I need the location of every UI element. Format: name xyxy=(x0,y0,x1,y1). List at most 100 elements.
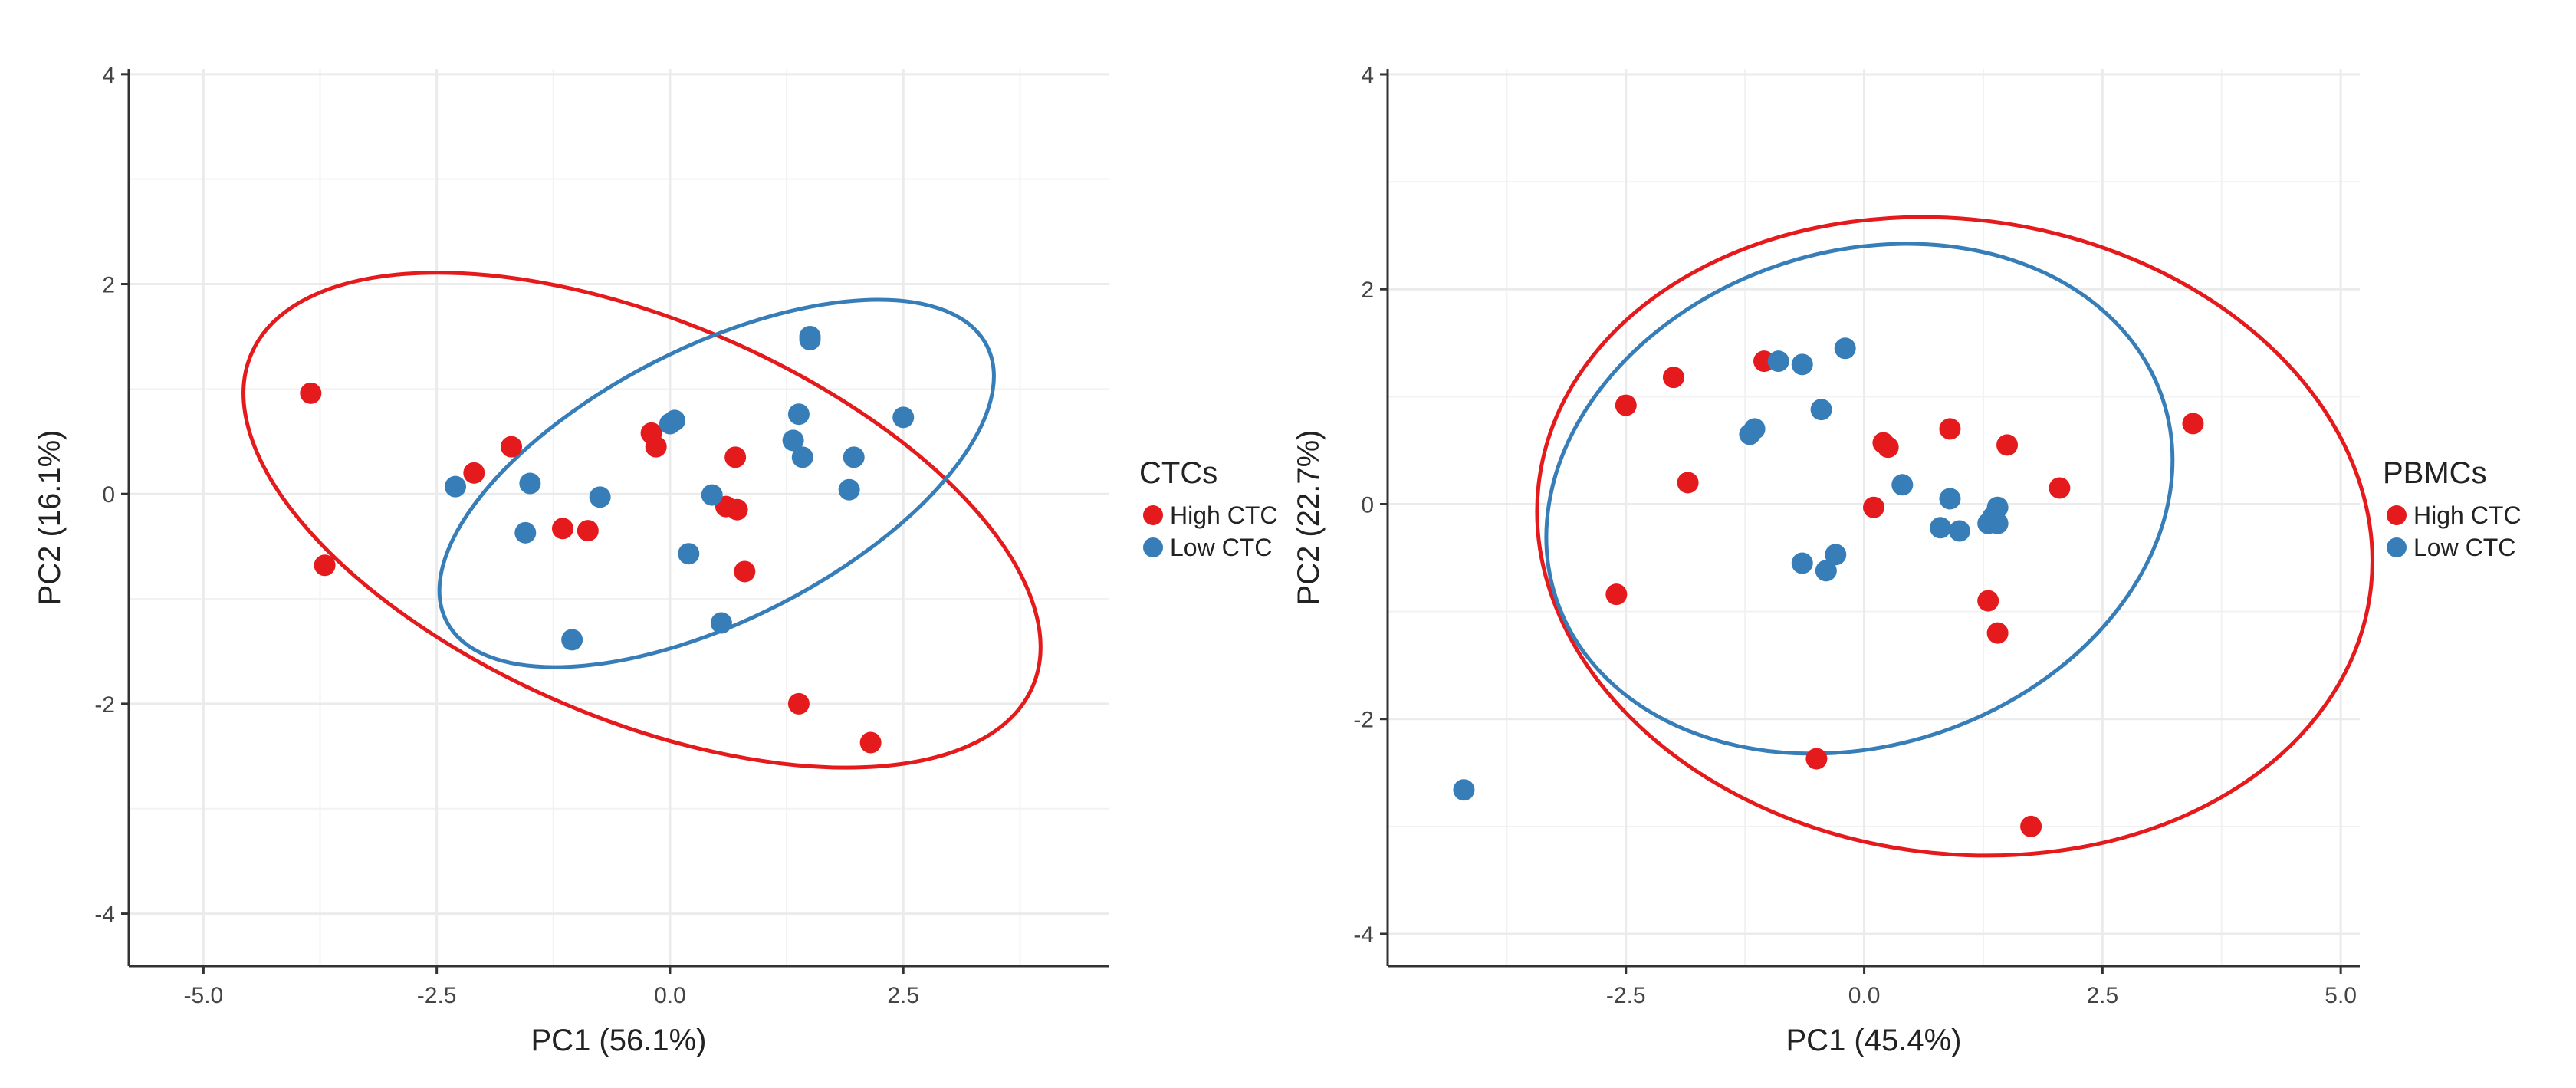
ctcs-y-tick-label: 4 xyxy=(102,63,115,88)
ctcs-panel: -5.0 -2.5 0.0 2.5 -4 -2 0 2 4 PC1 (56.1%) PC2 (1… xyxy=(33,63,1277,1057)
ctcs-point-high xyxy=(501,436,523,458)
pbmcs-point-high xyxy=(1806,748,1828,770)
pbmcs-point-high xyxy=(2182,413,2204,435)
pbmcs-y-tick-label: 2 xyxy=(1361,278,1374,303)
pbmcs-point-low xyxy=(1986,496,2009,518)
ctcs-x-tick-label: -5.0 xyxy=(184,983,224,1008)
ctcs-point-high xyxy=(551,518,573,540)
pbmcs-point-high xyxy=(2049,477,2071,499)
ctcs-legend-title: CTCs xyxy=(1139,456,1217,490)
pbmcs-point-low xyxy=(1815,560,1837,582)
ctcs-y-tick-label: 2 xyxy=(102,273,115,298)
ctcs-point-high xyxy=(724,446,747,468)
pbmcs-point-low xyxy=(1810,399,1832,421)
ctcs-x-tick-label: 0.0 xyxy=(654,983,686,1008)
pbmcs-point-high xyxy=(1939,418,1961,440)
pbmcs-x-axis-title: PC1 (45.4%) xyxy=(1786,1024,1962,1057)
pbmcs-x-tick-label: 0.0 xyxy=(1848,983,1881,1008)
pbmcs-x-tick-label: -2.5 xyxy=(1606,983,1646,1008)
ctcs-y-axis-title: PC2 (16.1%) xyxy=(33,430,67,606)
ctcs-x-axis-title: PC1 (56.1%) xyxy=(531,1024,707,1057)
pbmcs-point-high xyxy=(1996,434,2019,456)
ctcs-plot-area xyxy=(129,69,1109,966)
pbmcs-points xyxy=(1453,337,2204,837)
ctcs-gridlines xyxy=(129,69,1109,966)
pbmcs-point-high xyxy=(1877,436,1899,459)
ctcs-point-high xyxy=(577,520,599,542)
ctcs-point-high xyxy=(787,692,810,715)
pbmcs-point-low xyxy=(1825,544,1847,566)
ctcs-point-high xyxy=(734,560,756,583)
ctcs-point-low xyxy=(589,486,611,508)
pbmcs-x-tick-label: 2.5 xyxy=(2086,983,2118,1008)
pbmcs-ellipse-low xyxy=(1544,242,2175,756)
ctcs-axes xyxy=(121,69,1109,974)
ctcs-ellipse-low xyxy=(437,297,996,669)
ctcs-point-low xyxy=(519,472,541,495)
pbmcs-point-low xyxy=(1891,474,1914,496)
ctcs-point-low xyxy=(843,446,865,468)
pbmcs-point-low xyxy=(1791,353,1813,376)
pbmcs-legend-label-low: Low CTC xyxy=(2413,534,2515,561)
ctcs-x-tick-label: -2.5 xyxy=(417,983,457,1008)
pbmcs-y-axis-title: PC2 (22.7%) xyxy=(1292,430,1326,606)
pbmcs-point-high xyxy=(1605,583,1628,606)
ctcs-point-low xyxy=(710,612,732,634)
pbmcs-point-high xyxy=(1986,622,2009,644)
pbmcs-point-low xyxy=(1453,779,1475,801)
ctcs-point-low xyxy=(787,403,810,426)
pbmcs-point-low xyxy=(1743,418,1766,440)
ctcs-legend-marker-high xyxy=(1143,505,1163,525)
pbmcs-legend-marker-high xyxy=(2387,505,2407,525)
ctcs-legend-label-low: Low CTC xyxy=(1170,534,1272,561)
pbmcs-point-high xyxy=(1677,472,1699,494)
ctcs-point-low xyxy=(445,475,466,498)
ctcs-point-high xyxy=(645,436,667,458)
pbmcs-point-high xyxy=(1977,590,1999,612)
pbmcs-y-tick-label: -2 xyxy=(1353,708,1374,733)
ctcs-point-high xyxy=(300,382,322,404)
ctcs-point-low xyxy=(664,409,686,432)
pbmcs-point-low xyxy=(1834,337,1856,360)
ctcs-point-low xyxy=(561,629,583,651)
ctcs-point-low xyxy=(791,446,813,468)
pbmcs-panel: -2.5 0.0 2.5 5.0 -4 -2 0 2 4 PC1 (45.4%) PC2 (22… xyxy=(1292,63,2521,1057)
pbmcs-legend-marker-low xyxy=(2387,537,2407,557)
pbmcs-legend-label-high: High CTC xyxy=(2413,501,2521,529)
pbmcs-point-low xyxy=(1930,517,1952,539)
pbmcs-ellipses xyxy=(1535,215,2374,858)
ctcs-y-tick-label: -2 xyxy=(94,692,115,718)
pbmcs-y-tick-label: 4 xyxy=(1361,63,1374,88)
pbmcs-y-tick-label: 0 xyxy=(1361,492,1374,518)
pbmcs-point-low xyxy=(1939,488,1961,510)
ctcs-y-tick-label: -4 xyxy=(94,902,115,928)
pbmcs-ellipse-high xyxy=(1535,215,2374,858)
pbmcs-point-low xyxy=(1791,552,1813,574)
ctcs-legend-marker-low xyxy=(1143,537,1163,557)
pbmcs-tick-labels: -2.5 0.0 2.5 5.0 -4 -2 0 2 4 xyxy=(1353,63,2357,1008)
ctcs-point-high xyxy=(463,462,485,484)
pbmcs-legend-title: PBMCs xyxy=(2383,456,2487,490)
ctcs-ellipse-high xyxy=(242,271,1043,770)
ctcs-ellipses xyxy=(242,271,1043,770)
pbmcs-point-high xyxy=(1863,496,1884,518)
ctcs-legend-label-high: High CTC xyxy=(1170,501,1277,529)
ctcs-y-tick-label: 0 xyxy=(102,482,115,508)
pbmcs-point-low xyxy=(1767,350,1789,373)
ctcs-point-high xyxy=(726,498,748,521)
ctcs-tick-labels: -5.0 -2.5 0.0 2.5 -4 -2 0 2 4 xyxy=(94,63,919,1008)
pbmcs-x-tick-label: 5.0 xyxy=(2325,983,2357,1008)
ctcs-point-low xyxy=(838,478,860,501)
pbmcs-point-high xyxy=(2020,815,2042,837)
ctcs-point-high xyxy=(859,731,882,754)
pbmcs-y-tick-label: -4 xyxy=(1353,922,1374,948)
pbmcs-point-low xyxy=(1948,520,1970,542)
ctcs-legend: CTCs High CTC Low CTC xyxy=(1139,456,1277,561)
pbmcs-point-high xyxy=(1662,367,1684,389)
ctcs-point-low xyxy=(892,406,915,429)
ctcs-point-low xyxy=(514,521,537,544)
ctcs-point-high xyxy=(314,554,336,577)
pbmcs-point-high xyxy=(1615,394,1637,416)
ctcs-x-tick-label: 2.5 xyxy=(887,983,919,1008)
